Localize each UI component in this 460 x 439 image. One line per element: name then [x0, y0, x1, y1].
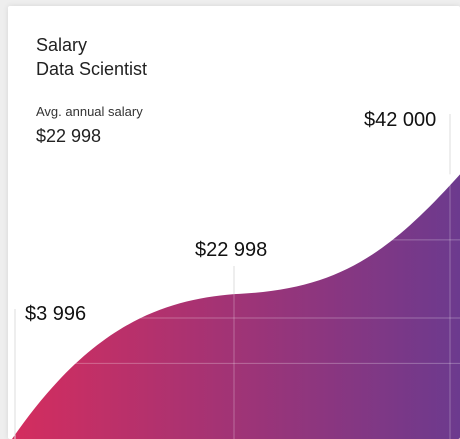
salary-area: [12, 174, 460, 439]
chart-title: Salary: [36, 35, 88, 55]
data-label: $3 996: [25, 303, 86, 325]
data-label: $22 998: [195, 239, 267, 261]
data-label: $42 000: [364, 109, 436, 131]
chart-subtitle: Data Scientist: [36, 59, 148, 79]
avg-salary-value: $22 998: [36, 126, 102, 146]
avg-salary-label: Avg. annual salary: [36, 104, 143, 119]
salary-card: $3 996 $22 998 $42 000 Salary Data Scienti…: [8, 6, 460, 439]
salary-area-chart: $3 996 $22 998 $42 000: [8, 109, 460, 439]
